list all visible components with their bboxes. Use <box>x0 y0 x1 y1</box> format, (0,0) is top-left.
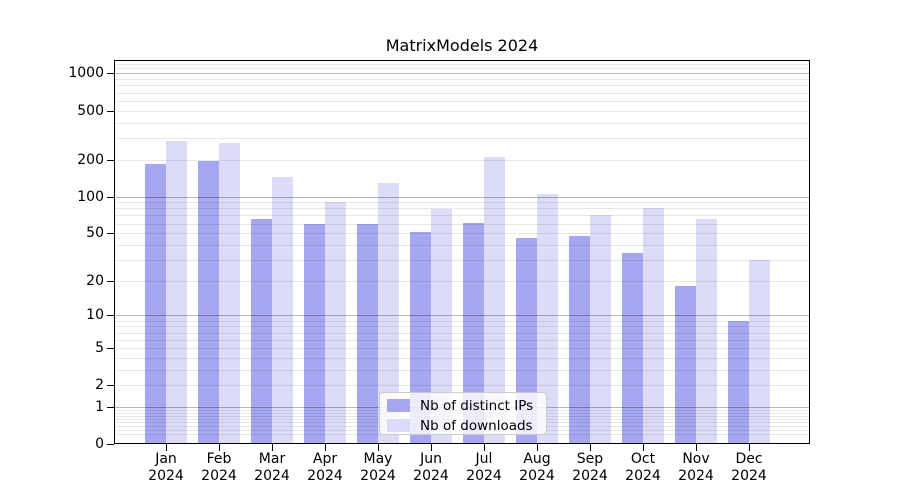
x-tick-label: Oct 2024 <box>625 451 661 484</box>
bar-downloads-jun <box>431 209 452 444</box>
x-tick <box>272 444 273 451</box>
x-tick-label: Feb 2024 <box>201 451 237 484</box>
bar-distinct-ips-mar <box>251 218 272 444</box>
legend-label-downloads: Nb of downloads <box>420 417 533 434</box>
bar-downloads-dec <box>749 259 770 444</box>
bar-distinct-ips-oct <box>622 253 643 444</box>
bar-distinct-ips-nov <box>675 286 696 444</box>
bar-downloads-may <box>378 183 399 444</box>
x-tick-label: Jan 2024 <box>148 451 184 484</box>
legend-swatch-downloads <box>387 419 410 432</box>
y-tick <box>107 444 114 445</box>
y-tick <box>107 73 114 75</box>
x-tick-label: Jul 2024 <box>466 451 502 484</box>
x-tick-label: Apr 2024 <box>307 451 343 484</box>
y-tick-label: 2 <box>95 377 104 394</box>
legend-swatch-distinct-ips <box>387 399 410 412</box>
x-tick <box>643 444 644 451</box>
legend-item-downloads: Nb of downloads <box>387 417 546 434</box>
x-tick-label: Dec 2024 <box>731 451 767 484</box>
bar-distinct-ips-jun <box>410 232 431 444</box>
y-tick-label: 10 <box>86 307 104 324</box>
bar-distinct-ips-apr <box>304 224 325 444</box>
y-tick-label: 200 <box>77 151 104 168</box>
x-tick <box>325 444 326 451</box>
y-tick-label: 100 <box>77 188 104 205</box>
x-tick <box>166 444 167 451</box>
bar-downloads-mar <box>272 176 293 444</box>
bar-downloads-feb <box>219 142 240 444</box>
y-tick-label: 20 <box>86 272 104 289</box>
x-tick <box>431 444 432 451</box>
y-tick <box>107 233 114 235</box>
y-tick <box>107 196 114 198</box>
x-tick <box>749 444 750 451</box>
x-tick-label: May 2024 <box>360 451 396 484</box>
bar-downloads-oct <box>643 207 664 444</box>
y-tick-label: 1000 <box>68 65 104 82</box>
chart-title: MatrixModels 2024 <box>385 36 539 55</box>
bar-distinct-ips-dec <box>728 320 749 444</box>
bar-downloads-sep <box>590 214 611 444</box>
bar-distinct-ips-feb <box>198 160 219 444</box>
bar-distinct-ips-sep <box>569 236 590 444</box>
x-tick-label: Jun 2024 <box>413 451 449 484</box>
bar-downloads-aug <box>537 193 558 444</box>
y-tick-label: 50 <box>86 225 104 242</box>
x-tick-label: Aug 2024 <box>519 451 555 484</box>
x-tick <box>696 444 697 451</box>
y-tick-label: 5 <box>95 339 104 356</box>
y-tick <box>107 347 114 349</box>
bar-downloads-apr <box>325 202 346 444</box>
y-tick-label: 500 <box>77 102 104 119</box>
x-tick-label: Sep 2024 <box>572 451 608 484</box>
bar-downloads-jan <box>166 140 187 444</box>
x-tick <box>219 444 220 451</box>
y-tick-label: 1 <box>95 398 104 415</box>
y-tick <box>107 315 114 317</box>
x-tick <box>537 444 538 451</box>
y-tick <box>107 406 114 408</box>
x-tick <box>378 444 379 451</box>
legend-item-distinct-ips: Nb of distinct IPs <box>387 397 546 414</box>
bar-downloads-nov <box>696 218 717 444</box>
bar-distinct-ips-jan <box>145 163 166 444</box>
bar-downloads-jul <box>484 157 505 444</box>
y-tick <box>107 110 114 112</box>
x-tick-label: Mar 2024 <box>254 451 290 484</box>
legend: Nb of distinct IPs Nb of downloads <box>379 392 547 435</box>
bars-layer <box>114 60 810 444</box>
bar-distinct-ips-jul <box>463 222 484 444</box>
x-tick <box>590 444 591 451</box>
y-tick <box>107 385 114 387</box>
x-tick-label: Nov 2024 <box>678 451 714 484</box>
bar-distinct-ips-may <box>357 223 378 444</box>
y-tick <box>107 280 114 282</box>
x-tick <box>484 444 485 451</box>
legend-label-distinct-ips: Nb of distinct IPs <box>420 397 534 414</box>
y-tick <box>107 159 114 161</box>
y-tick-label: 0 <box>95 436 104 452</box>
